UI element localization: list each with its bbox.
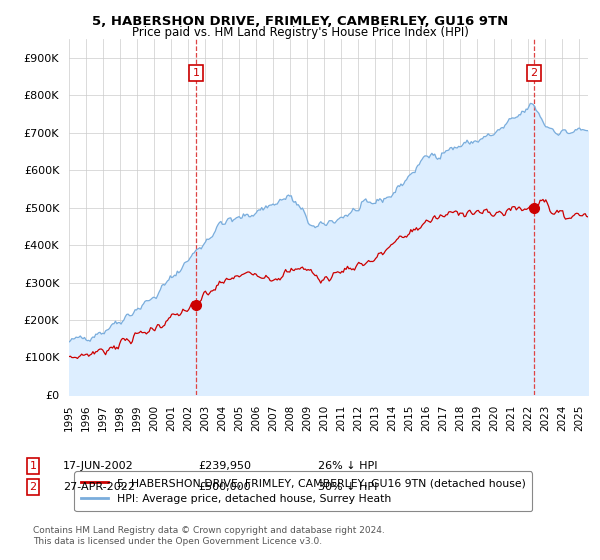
Text: 1: 1 [193, 68, 199, 78]
Text: 30% ↓ HPI: 30% ↓ HPI [318, 482, 377, 492]
Text: 17-JUN-2002: 17-JUN-2002 [63, 461, 134, 471]
Text: 27-APR-2022: 27-APR-2022 [63, 482, 135, 492]
Text: £239,950: £239,950 [198, 461, 251, 471]
Text: 5, HABERSHON DRIVE, FRIMLEY, CAMBERLEY, GU16 9TN: 5, HABERSHON DRIVE, FRIMLEY, CAMBERLEY, … [92, 15, 508, 27]
Text: £500,000: £500,000 [198, 482, 251, 492]
Text: Price paid vs. HM Land Registry's House Price Index (HPI): Price paid vs. HM Land Registry's House … [131, 26, 469, 39]
Text: 26% ↓ HPI: 26% ↓ HPI [318, 461, 377, 471]
Text: 2: 2 [29, 482, 37, 492]
Text: Contains HM Land Registry data © Crown copyright and database right 2024.
This d: Contains HM Land Registry data © Crown c… [33, 526, 385, 546]
Text: 2: 2 [530, 68, 538, 78]
Legend: 5, HABERSHON DRIVE, FRIMLEY, CAMBERLEY, GU16 9TN (detached house), HPI: Average : 5, HABERSHON DRIVE, FRIMLEY, CAMBERLEY, … [74, 472, 532, 511]
Text: 1: 1 [29, 461, 37, 471]
